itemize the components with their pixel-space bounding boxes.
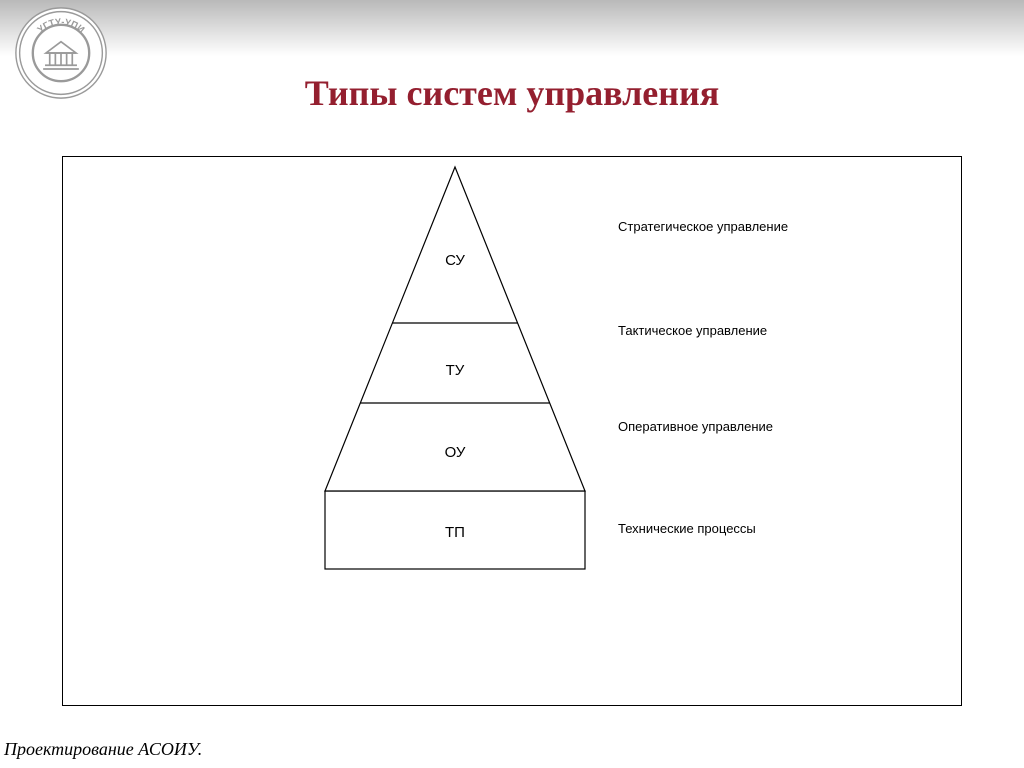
slide-title: Типы систем управления bbox=[0, 72, 1024, 114]
header-gradient bbox=[0, 0, 1024, 56]
pyramid-diagram: СУ ТУ ОУ ТП Стратегическое управление Та… bbox=[63, 157, 963, 707]
footer-text: Проектирование АСОИУ. bbox=[4, 739, 202, 760]
level-code-ou: ОУ bbox=[445, 444, 466, 461]
level-label-strategic: Стратегическое управление bbox=[618, 219, 788, 234]
level-code-su: СУ bbox=[445, 252, 465, 269]
level-code-tp: ТП bbox=[445, 524, 465, 541]
diagram-frame: СУ ТУ ОУ ТП Стратегическое управление Та… bbox=[62, 156, 962, 706]
level-code-tu: ТУ bbox=[446, 362, 465, 379]
level-label-tactical: Тактическое управление bbox=[618, 323, 767, 338]
level-label-technical: Технические процессы bbox=[618, 521, 756, 536]
level-label-operational: Оперативное управление bbox=[618, 419, 773, 434]
pyramid-triangle bbox=[325, 167, 585, 491]
